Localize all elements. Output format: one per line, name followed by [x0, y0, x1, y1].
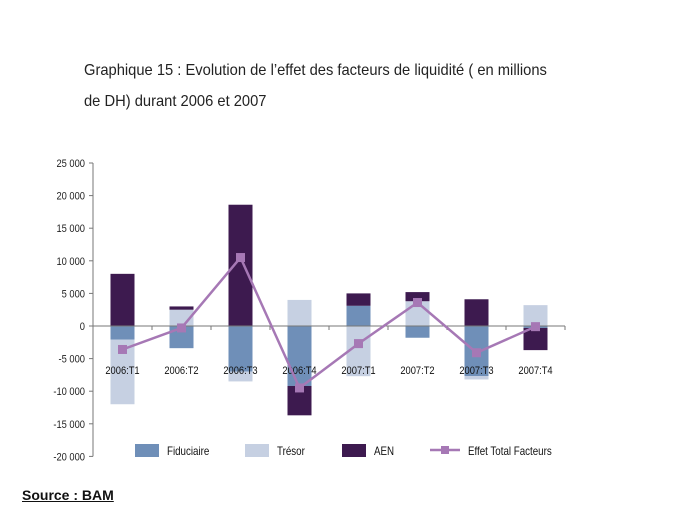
bar-aen [523, 327, 548, 351]
line-marker [177, 323, 186, 333]
bar-aen [110, 273, 135, 326]
bar-fiduciaire [110, 326, 135, 340]
y-tick-label: -5 000 [59, 354, 86, 366]
line-marker [295, 383, 304, 393]
x-tick-label: 2006:T2 [164, 365, 199, 377]
y-tick-label: -20 000 [53, 452, 85, 464]
y-tick-label: 10 000 [56, 256, 85, 268]
legend-label: Effet Total Facteurs [468, 445, 552, 458]
legend-label: Fiduciaire [167, 445, 209, 458]
y-tick-label: 20 000 [56, 191, 85, 203]
legend-swatch [342, 444, 366, 457]
bar-aen [228, 204, 253, 326]
line-marker [236, 253, 245, 263]
bar-fiduciaire [346, 305, 371, 326]
line-marker [118, 344, 127, 354]
legend-label: Trésor [277, 445, 305, 458]
bar-trésor [287, 299, 312, 326]
chart-title: Graphique 15 : Evolution de l’effet des … [84, 62, 547, 110]
bar-aen [169, 306, 194, 310]
bar-aen [464, 299, 489, 326]
bar-aen [405, 292, 430, 302]
bar-fiduciaire [287, 326, 312, 386]
bar-trésor [228, 371, 253, 382]
x-tick-label: 2007:T1 [341, 365, 376, 377]
y-tick-label: -15 000 [53, 419, 85, 431]
line-marker [472, 348, 481, 358]
legend-swatch [245, 444, 269, 457]
bar-trésor [464, 376, 489, 380]
bar-fiduciaire [405, 326, 430, 338]
y-tick-label: 0 [80, 321, 85, 333]
y-tick-label: 25 000 [56, 158, 85, 170]
bar-aen [346, 293, 371, 306]
legend-marker [441, 446, 449, 454]
line-effet-total [122, 255, 537, 390]
line-marker [413, 298, 422, 308]
line-marker [531, 322, 540, 332]
legend-swatch [135, 444, 159, 457]
x-tick-label: 2007:T3 [459, 365, 494, 377]
bar-fiduciaire [169, 326, 194, 349]
x-tick-label: 2006:T1 [105, 365, 140, 377]
x-tick-label: 2007:T2 [400, 365, 435, 377]
x-tick-label: 2006:T4 [282, 365, 317, 377]
x-tick-label: 2006:T3 [223, 365, 258, 377]
line-marker [354, 339, 363, 349]
bar-fiduciaire [228, 326, 253, 372]
source-note: Source : BAM [22, 487, 114, 503]
y-tick-label: -10 000 [53, 387, 85, 399]
legend-label: AEN [374, 445, 394, 458]
x-tick-label: 2007:T4 [518, 365, 553, 377]
y-tick-label: 15 000 [56, 224, 85, 236]
y-tick-label: 5 000 [62, 289, 86, 301]
bar-trésor [523, 305, 548, 326]
